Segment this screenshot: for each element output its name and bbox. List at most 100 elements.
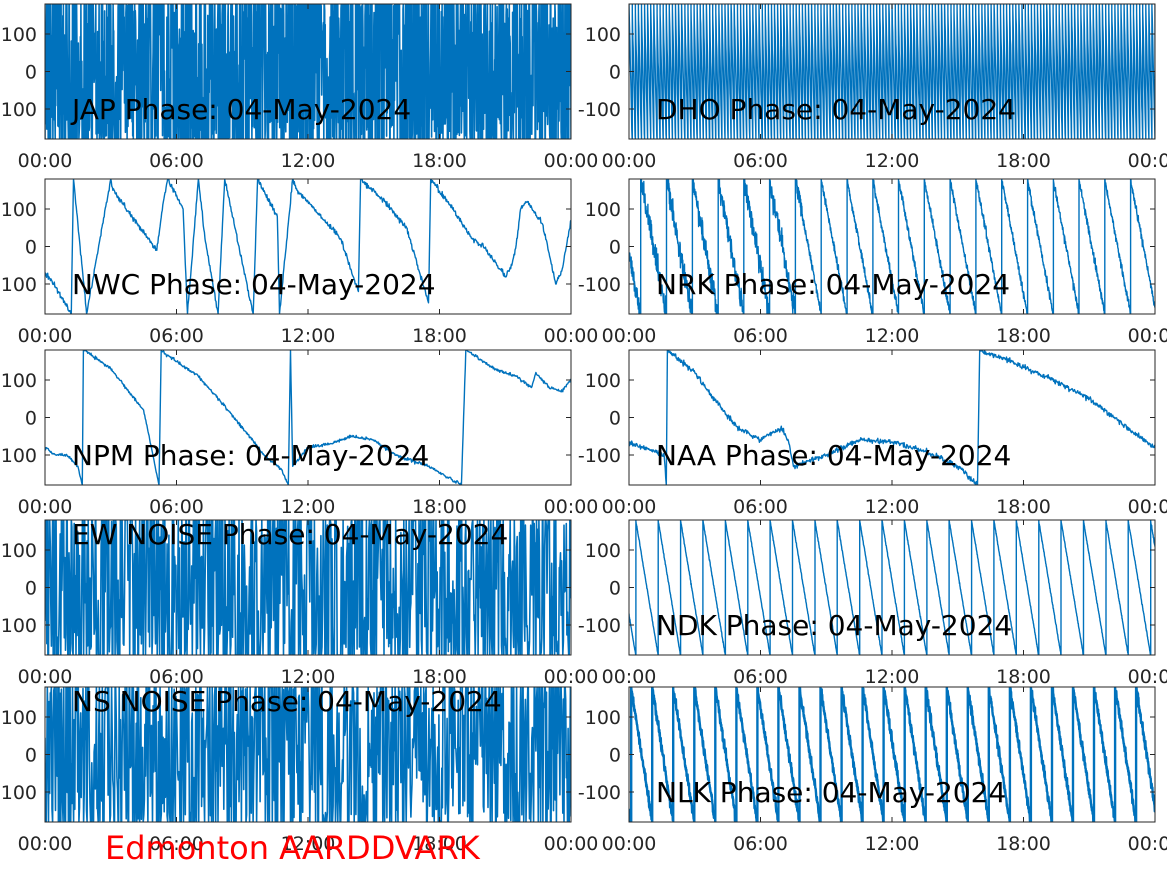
x-tick-label: 12:00 [865,150,920,172]
y-tick-label: 0 [25,237,37,259]
axes-frame [628,3,1156,140]
x-tick-label: 12:00 [865,496,920,518]
y-tick-label: 0 [609,578,621,600]
x-tick-label: 18:00 [412,150,467,172]
x-tick-label: 12:00 [865,833,920,855]
y-tick-label: 0 [609,62,621,84]
y-tick-label: -100 [578,615,621,637]
plot-area [629,520,1155,655]
x-tick-label: 18:00 [996,496,1051,518]
x-tick-label: 00:00 [544,833,599,855]
phase-series-line [45,4,571,139]
y-tick-label: 0 [25,578,37,600]
x-tick-label: 06:00 [733,496,788,518]
x-tick-label: 12:00 [281,666,336,688]
x-tick-label: 12:00 [281,325,336,347]
x-tick-label: 06:00 [733,666,788,688]
subplot-title: EW NOISE Phase: 04-May-2024 [72,518,508,551]
x-tick-label: 06:00 [733,150,788,172]
x-tick-label: 00:00 [544,666,599,688]
subplot-ndk: 00:00 06:00 12:00 18:00 00:00 -100 0 100 NDK Pha… [578,519,1167,688]
subplot-npm: 00:00 06:00 12:00 18:00 00:00 -100 0 100 NPM Pha… [0,349,599,518]
y-tick-label: 100 [585,540,621,562]
x-tick-label: 00:00 [602,496,657,518]
subplot-title: NDK Phase: 04-May-2024 [656,609,1012,642]
y-tick-label: -100 [578,782,621,804]
subplot-title: NLK Phase: 04-May-2024 [656,776,1006,809]
y-tick-label: -100 [0,782,37,804]
y-tick-label: 100 [585,24,621,46]
axes-frame [44,178,572,315]
phase-series-line [629,179,1155,314]
y-tick-label: 0 [609,237,621,259]
x-tick-label: 00:00 [602,325,657,347]
x-tick-label: 06:00 [733,833,788,855]
x-tick-label: 00:00 [18,666,73,688]
subplot-title: NPM Phase: 04-May-2024 [72,439,429,472]
phase-series-line [629,4,1155,139]
subplot-jap: 00:00 06:00 12:00 18:00 00:00 -100 0 100 JAP Pha… [0,3,598,172]
x-tick-label: 00:00 [18,496,73,518]
axes-frame [44,519,572,656]
y-tick-label: 0 [609,745,621,767]
subplot-title: NAA Phase: 04-May-2024 [656,439,1011,472]
x-tick-label: 12:00 [865,325,920,347]
subplot-ns-noise: 00:00 06:00 12:00 18:00 00:00 -100 0 100 NS NOIS… [0,685,598,855]
x-tick-label: 06:00 [149,150,204,172]
plot-area [629,179,1155,314]
y-tick-label: 100 [585,707,621,729]
figure-footer-title: Edmonton AARDDVARK [105,829,481,867]
phase-series-line [45,687,571,822]
y-tick-label: -100 [0,445,37,467]
x-tick-label: 00:00 [1128,666,1167,688]
plot-area [629,687,1155,822]
x-tick-label: 00:00 [602,150,657,172]
phase-series-line [45,520,571,655]
x-tick-label: 00:00 [1128,496,1167,518]
phase-series-line [629,520,1155,655]
y-tick-label: -100 [0,99,37,121]
x-tick-label: 00:00 [1128,833,1167,855]
y-tick-label: -100 [578,274,621,296]
y-tick-label: 100 [585,370,621,392]
y-tick-label: -100 [0,615,37,637]
x-tick-label: 06:00 [149,496,204,518]
x-tick-label: 06:00 [149,833,204,855]
y-tick-label: 100 [1,540,37,562]
y-tick-label: -100 [0,274,37,296]
subplot-nwc: 00:00 06:00 12:00 18:00 00:00 -100 0 100 NWC Pha… [0,178,599,347]
axes-frame [628,519,1156,656]
plot-area [629,350,1155,485]
subplot-ew-noise: 00:00 06:00 12:00 18:00 00:00 -100 0 100 EW NOIS… [0,518,598,688]
x-tick-label: 00:00 [544,496,599,518]
y-tick-label: 100 [1,199,37,221]
x-tick-label: 00:00 [602,666,657,688]
x-tick-label: 18:00 [996,150,1051,172]
x-tick-label: 12:00 [281,833,336,855]
subplot-nrk: 00:00 06:00 12:00 18:00 00:00 -100 0 100 NRK Pha… [578,178,1167,347]
subplot-nlk: 00:00 06:00 12:00 18:00 00:00 -100 0 100 NLK Pha… [578,686,1167,855]
subplot-naa: 00:00 06:00 12:00 18:00 00:00 -100 0 100 NAA Pha… [578,349,1167,518]
axes-frame [44,3,572,140]
x-tick-label: 18:00 [412,325,467,347]
x-tick-label: 18:00 [996,325,1051,347]
x-tick-label: 00:00 [1128,150,1167,172]
x-tick-label: 00:00 [544,325,599,347]
y-tick-label: 100 [1,24,37,46]
x-tick-label: 00:00 [602,833,657,855]
x-tick-label: 06:00 [149,666,204,688]
subplot-title: NS NOISE Phase: 04-May-2024 [72,685,502,718]
phase-series-line [45,179,571,314]
y-tick-label: -100 [578,99,621,121]
x-tick-label: 18:00 [412,833,467,855]
y-tick-label: 0 [25,745,37,767]
y-tick-label: 0 [609,408,621,430]
subplot-title: DHO Phase: 04-May-2024 [656,93,1016,126]
subplot-title: NRK Phase: 04-May-2024 [656,268,1010,301]
x-tick-label: 12:00 [865,666,920,688]
x-tick-label: 00:00 [1128,325,1167,347]
plot-area [45,350,571,485]
axes-frame [44,686,572,823]
subplot-dho: 00:00 06:00 12:00 18:00 00:00 -100 0 100 DHO Pha… [578,3,1167,172]
phase-series-line [45,350,571,485]
